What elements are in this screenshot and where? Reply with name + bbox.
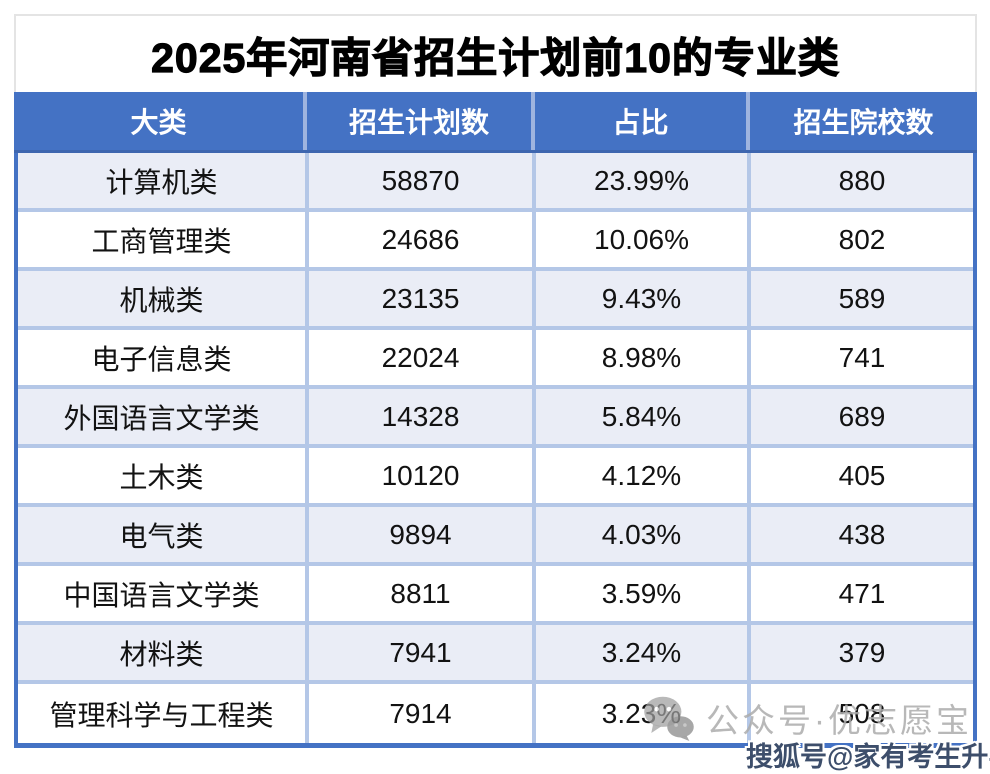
table-row: 土木类 10120 4.12% 405: [18, 448, 973, 507]
header-plan-count: 招生计划数: [307, 92, 535, 150]
table-row: 材料类 7941 3.24% 379: [18, 625, 973, 684]
cell-plan: 58870: [309, 153, 536, 208]
cell-share: 3.23%: [536, 684, 751, 743]
page-title: 2025年河南省招生计划前10的专业类: [150, 34, 840, 81]
cell-share: 8.98%: [536, 330, 751, 385]
cell-category: 计算机类: [18, 153, 309, 208]
table-row: 机械类 23135 9.43% 589: [18, 271, 973, 330]
cell-plan: 9894: [309, 507, 536, 562]
cell-plan: 24686: [309, 212, 536, 267]
cell-plan: 10120: [309, 448, 536, 503]
cell-plan: 14328: [309, 389, 536, 444]
cell-category: 中国语言文学类: [18, 566, 309, 621]
cell-category: 电气类: [18, 507, 309, 562]
cell-share: 10.06%: [536, 212, 751, 267]
cell-colleges: 508: [838, 697, 886, 729]
cell-category: 外国语言文学类: [18, 389, 309, 444]
table-card: 2025年河南省招生计划前10的专业类 大类 招生计划数 占比 招生院校数 计算…: [14, 14, 977, 748]
table-row: 工商管理类 24686 10.06% 802: [18, 212, 973, 271]
cell-colleges: 741: [838, 341, 886, 373]
table-row: 管理科学与工程类 7914 3.23% 508: [18, 684, 973, 743]
cell-colleges: 689: [838, 400, 886, 432]
cell-category: 管理科学与工程类: [18, 684, 309, 743]
cell-share: 5.84%: [536, 389, 751, 444]
cell-share: 3.59%: [536, 566, 751, 621]
table-row: 中国语言文学类 8811 3.59% 471: [18, 566, 973, 625]
cell-colleges: 471: [838, 577, 886, 609]
cell-category: 土木类: [18, 448, 309, 503]
cell-plan: 22024: [309, 330, 536, 385]
header-college-count: 招生院校数: [793, 107, 934, 138]
table-body: 计算机类 58870 23.99% 880 工商管理类 24686 10.06%…: [14, 153, 977, 748]
cell-share: 4.03%: [536, 507, 751, 562]
table-row: 电气类 9894 4.03% 438: [18, 507, 973, 566]
cell-colleges: 438: [838, 518, 886, 550]
table-row: 计算机类 58870 23.99% 880: [18, 153, 973, 212]
cell-category: 电子信息类: [18, 330, 309, 385]
cell-share: 4.12%: [536, 448, 751, 503]
cell-category: 工商管理类: [18, 212, 309, 267]
cell-colleges: 589: [838, 282, 886, 314]
cell-plan: 8811: [309, 566, 536, 621]
cell-plan: 7941: [309, 625, 536, 680]
cell-plan: 23135: [309, 271, 536, 326]
cell-category: 机械类: [18, 271, 309, 326]
cell-colleges: 880: [838, 164, 886, 196]
cell-share: 23.99%: [536, 153, 751, 208]
table-header-row: 大类 招生计划数 占比 招生院校数: [14, 92, 977, 153]
cell-category: 材料类: [18, 625, 309, 680]
title-block: 2025年河南省招生计划前10的专业类: [14, 14, 977, 92]
header-share: 占比: [535, 92, 750, 150]
cell-colleges: 405: [838, 459, 886, 491]
cell-share: 3.24%: [536, 625, 751, 680]
cell-colleges: 802: [838, 223, 886, 255]
table-row: 外国语言文学类 14328 5.84% 689: [18, 389, 973, 448]
cell-share: 9.43%: [536, 271, 751, 326]
cell-plan: 7914: [309, 684, 536, 743]
header-category: 大类: [14, 92, 307, 150]
cell-colleges: 379: [838, 636, 886, 668]
table-row: 电子信息类 22024 8.98% 741: [18, 330, 973, 389]
